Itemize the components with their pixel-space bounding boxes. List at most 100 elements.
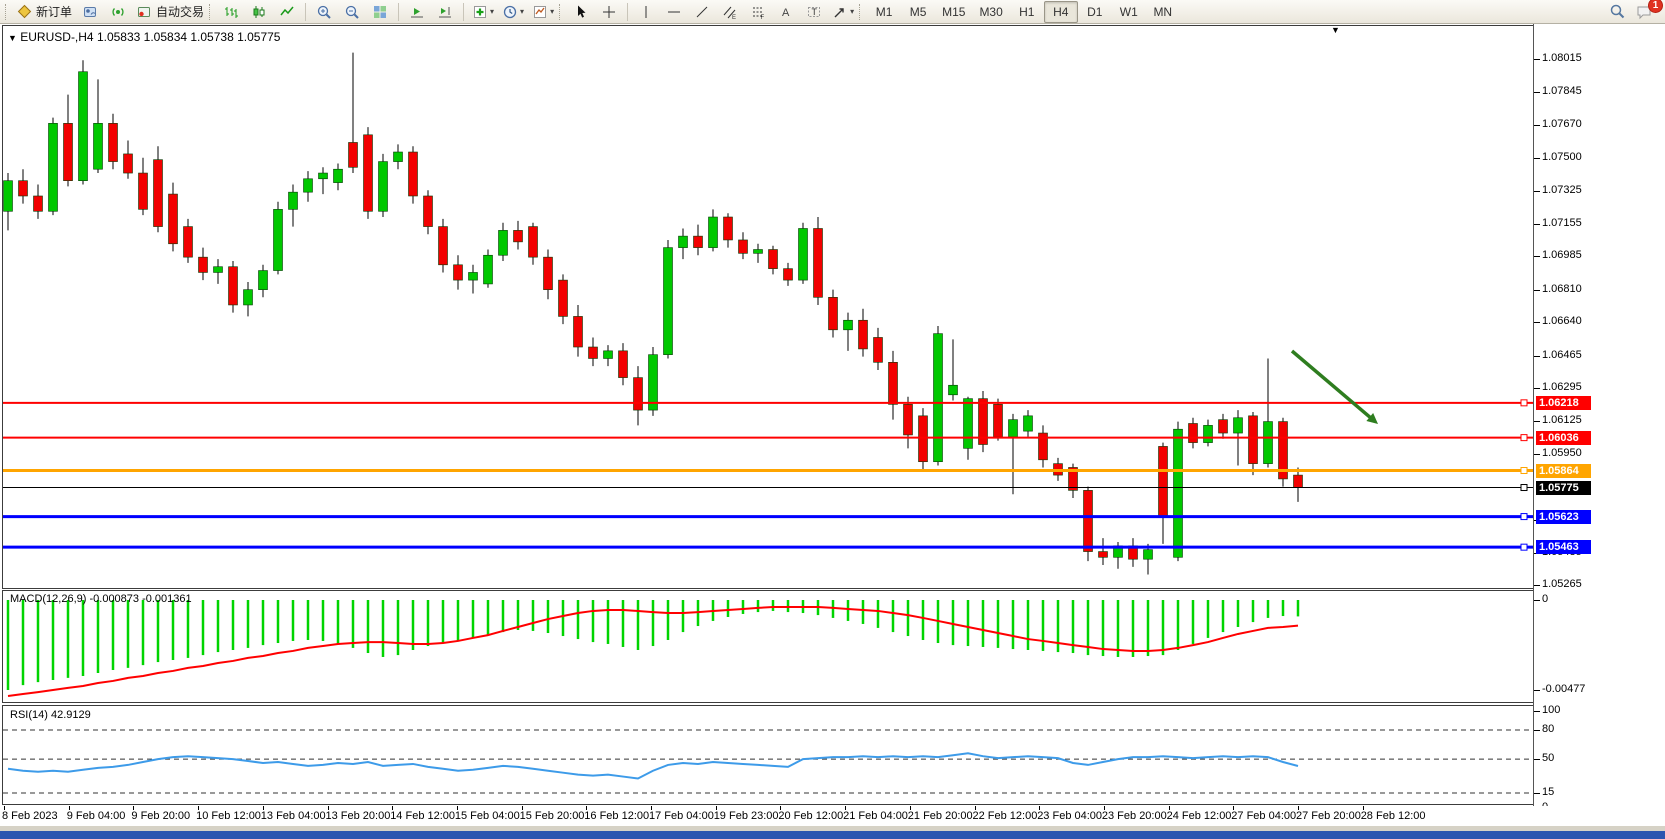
candle (1068, 467, 1078, 491)
dropdown-caret: ▾ (550, 7, 555, 16)
timeframe-button-M30[interactable]: M30 (979, 4, 1003, 19)
candlestick-chart-button[interactable] (245, 1, 273, 23)
timeframe-button-M15[interactable]: M15 (942, 4, 966, 19)
toolbar-grip[interactable] (559, 3, 564, 20)
candle (708, 216, 718, 248)
axis-tick (1534, 690, 1540, 691)
text-label-tool-button[interactable]: T (800, 1, 828, 23)
candle (1083, 490, 1093, 552)
time-label: 19 Feb 23:00 (713, 810, 779, 822)
chat-button[interactable]: 1 (1631, 0, 1663, 23)
candle (3, 180, 13, 212)
vertical-line-icon (638, 4, 654, 20)
chart-shift-button[interactable] (431, 1, 459, 23)
time-label: 13 Feb 20:00 (325, 810, 391, 822)
candle (918, 415, 928, 463)
time-tick (909, 806, 911, 810)
toolbar-grip[interactable] (5, 3, 10, 20)
bar-chart-icon (223, 4, 239, 20)
candle (183, 226, 193, 258)
line-endpoint-marker[interactable] (1520, 434, 1528, 442)
candle (543, 256, 553, 290)
vertical-line-tool-button[interactable] (632, 1, 660, 23)
crosshair-tool-button[interactable] (595, 1, 623, 23)
tile-windows-button[interactable] (366, 1, 394, 23)
macd-indicator-canvas[interactable] (3, 591, 1533, 702)
timeframe-button-M1[interactable]: M1 (875, 4, 893, 19)
timeframe-button-D1[interactable]: D1 (1087, 4, 1103, 19)
line-endpoint-marker[interactable] (1520, 484, 1528, 492)
fibonacci-tool-button[interactable]: F (744, 1, 772, 23)
toolbar-grip[interactable] (859, 3, 864, 20)
rsi-axis-tick: 80 (1542, 723, 1555, 735)
candle (33, 195, 43, 212)
price-axis[interactable]: 1.08015 1.07845 1.07670 1.07500 1.07325 1.071… (1534, 24, 1665, 826)
templates-button[interactable]: ▾ (528, 1, 558, 23)
auto-trading-button[interactable]: 自动交易 (132, 1, 208, 23)
timeframe-button-H4[interactable]: H4 (1043, 0, 1078, 23)
timeframe-button-H1[interactable]: H1 (1019, 4, 1035, 19)
chart-collapse-icon[interactable]: ▼ (8, 33, 17, 43)
line-endpoint-marker[interactable] (1520, 467, 1528, 475)
candle (513, 230, 523, 243)
price-chart-canvas[interactable] (3, 26, 1533, 588)
zoom-in-button[interactable] (310, 1, 338, 23)
candle (438, 226, 448, 266)
price-tick: 1.06810 (1542, 282, 1582, 295)
auto-scroll-button[interactable] (403, 1, 431, 23)
time-label: 16 Feb 12:00 (584, 810, 650, 822)
arrows-icon (832, 4, 848, 20)
candle (93, 123, 103, 170)
candle (768, 249, 778, 269)
axis-tick (1534, 710, 1540, 712)
rsi-axis-tick: 15 (1542, 786, 1555, 799)
candle (273, 209, 283, 271)
candle (633, 377, 643, 411)
text-label-icon: T (806, 4, 822, 20)
bar-chart-button[interactable] (217, 1, 245, 23)
tile-windows-icon (372, 4, 388, 20)
line-endpoint-marker[interactable] (1520, 399, 1528, 407)
equidistant-channel-tool-button[interactable]: E (716, 1, 744, 23)
candle (498, 230, 508, 256)
new-order-button[interactable]: 新订单 (13, 1, 76, 23)
timeframe-button-MN[interactable]: MN (1153, 4, 1173, 19)
line-endpoint-marker[interactable] (1520, 513, 1528, 521)
time-tick (780, 806, 782, 810)
candle (693, 235, 703, 248)
candle (1143, 549, 1153, 560)
arrow-annotation[interactable] (1290, 349, 1372, 419)
time-tick (651, 806, 652, 810)
time-tick (586, 806, 588, 810)
horizontal-line-tool-button[interactable] (660, 1, 688, 23)
zoom-out-button[interactable] (338, 1, 366, 23)
time-tick (715, 806, 717, 810)
time-label: 27 Feb 20:00 (1296, 810, 1361, 822)
period-selector-button[interactable]: ▾ (498, 1, 528, 23)
candle (978, 398, 988, 445)
candle (1188, 423, 1198, 443)
trendline-tool-button[interactable] (688, 1, 716, 23)
timeframe-button-M5[interactable]: M5 (909, 4, 927, 19)
rsi-indicator-canvas[interactable] (3, 706, 1533, 804)
chart-symbol-period: EURUSD-,H4 (20, 30, 94, 44)
toolbar-grip[interactable] (209, 3, 214, 20)
timeframe-button-W1[interactable]: W1 (1119, 4, 1138, 19)
arrows-tool-button[interactable]: ▾ (828, 1, 858, 23)
line-endpoint-marker[interactable] (1520, 543, 1528, 551)
line-chart-button[interactable] (273, 1, 301, 23)
candle (753, 249, 763, 254)
svg-text:A: A (782, 7, 790, 19)
time-axis[interactable]: 8 Feb 2023 9 Feb 04:00 9 Feb 20:00 10 Feb 1… (0, 806, 1665, 826)
sound-button[interactable] (104, 1, 132, 23)
axis-tick (1534, 289, 1540, 291)
text-tool-button[interactable]: A (772, 1, 800, 23)
search-button[interactable] (1603, 1, 1631, 23)
candle (468, 272, 478, 281)
cursor-tool-button[interactable] (567, 1, 595, 23)
candle (888, 362, 898, 405)
time-label: 9 Feb 20:00 (131, 810, 191, 822)
expert-advisor-button[interactable] (76, 1, 104, 23)
add-indicator-button[interactable]: ▾ (468, 1, 498, 23)
svg-text:T: T (812, 7, 818, 17)
